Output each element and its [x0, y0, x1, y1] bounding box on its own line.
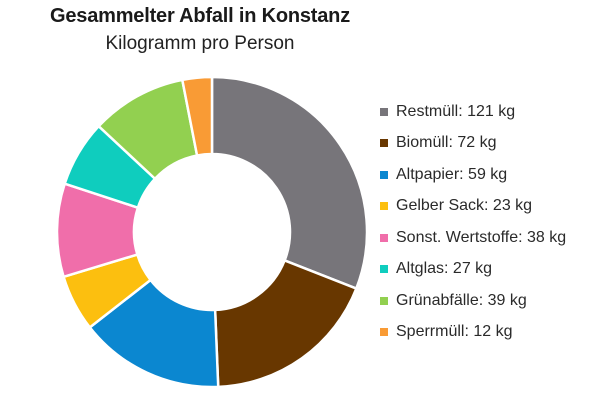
legend-swatch — [380, 170, 388, 179]
donut-slice-sperrmüll — [181, 75, 214, 157]
legend-label: Biomüll: 72 kg — [396, 134, 497, 152]
legend-swatch — [380, 107, 388, 116]
legend-label: Sonst. Wertstoffe: 38 kg — [396, 228, 567, 246]
legend-item: Altglas: 27 kg — [380, 254, 566, 286]
legend: Restmüll: 121 kg Biomüll: 72 kg Altpapie… — [380, 96, 566, 348]
legend-swatch — [380, 296, 388, 305]
chart-title: Gesammelter Abfall in Konstanz — [50, 5, 350, 27]
legend-item: Restmüll: 121 kg — [380, 96, 566, 128]
legend-swatch — [380, 139, 388, 148]
legend-label: Sperrmüll: 12 kg — [396, 323, 513, 341]
legend-item: Sonst. Wertstoffe: 38 kg — [380, 222, 566, 254]
legend-label: Altglas: 27 kg — [396, 260, 493, 278]
legend-swatch — [380, 233, 388, 242]
legend-item: Sperrmüll: 12 kg — [380, 317, 566, 349]
donut-slice-restmüll — [210, 75, 369, 290]
legend-item: Biomüll: 72 kg — [380, 128, 566, 160]
legend-item: Grünabfälle: 39 kg — [380, 285, 566, 317]
legend-label: Grünabfälle: 39 kg — [396, 291, 527, 309]
legend-swatch — [380, 202, 388, 211]
legend-item: Altpapier: 59 kg — [380, 159, 566, 191]
legend-swatch — [380, 265, 388, 274]
legend-label: Altpapier: 59 kg — [396, 165, 508, 183]
chart-subtitle: Kilogramm pro Person — [105, 33, 295, 54]
legend-swatch — [380, 328, 388, 337]
legend-label: Gelber Sack: 23 kg — [396, 197, 533, 215]
legend-item: Gelber Sack: 23 kg — [380, 191, 566, 223]
legend-label: Restmüll: 121 kg — [396, 102, 516, 120]
donut-slice-biomüll — [213, 259, 358, 389]
